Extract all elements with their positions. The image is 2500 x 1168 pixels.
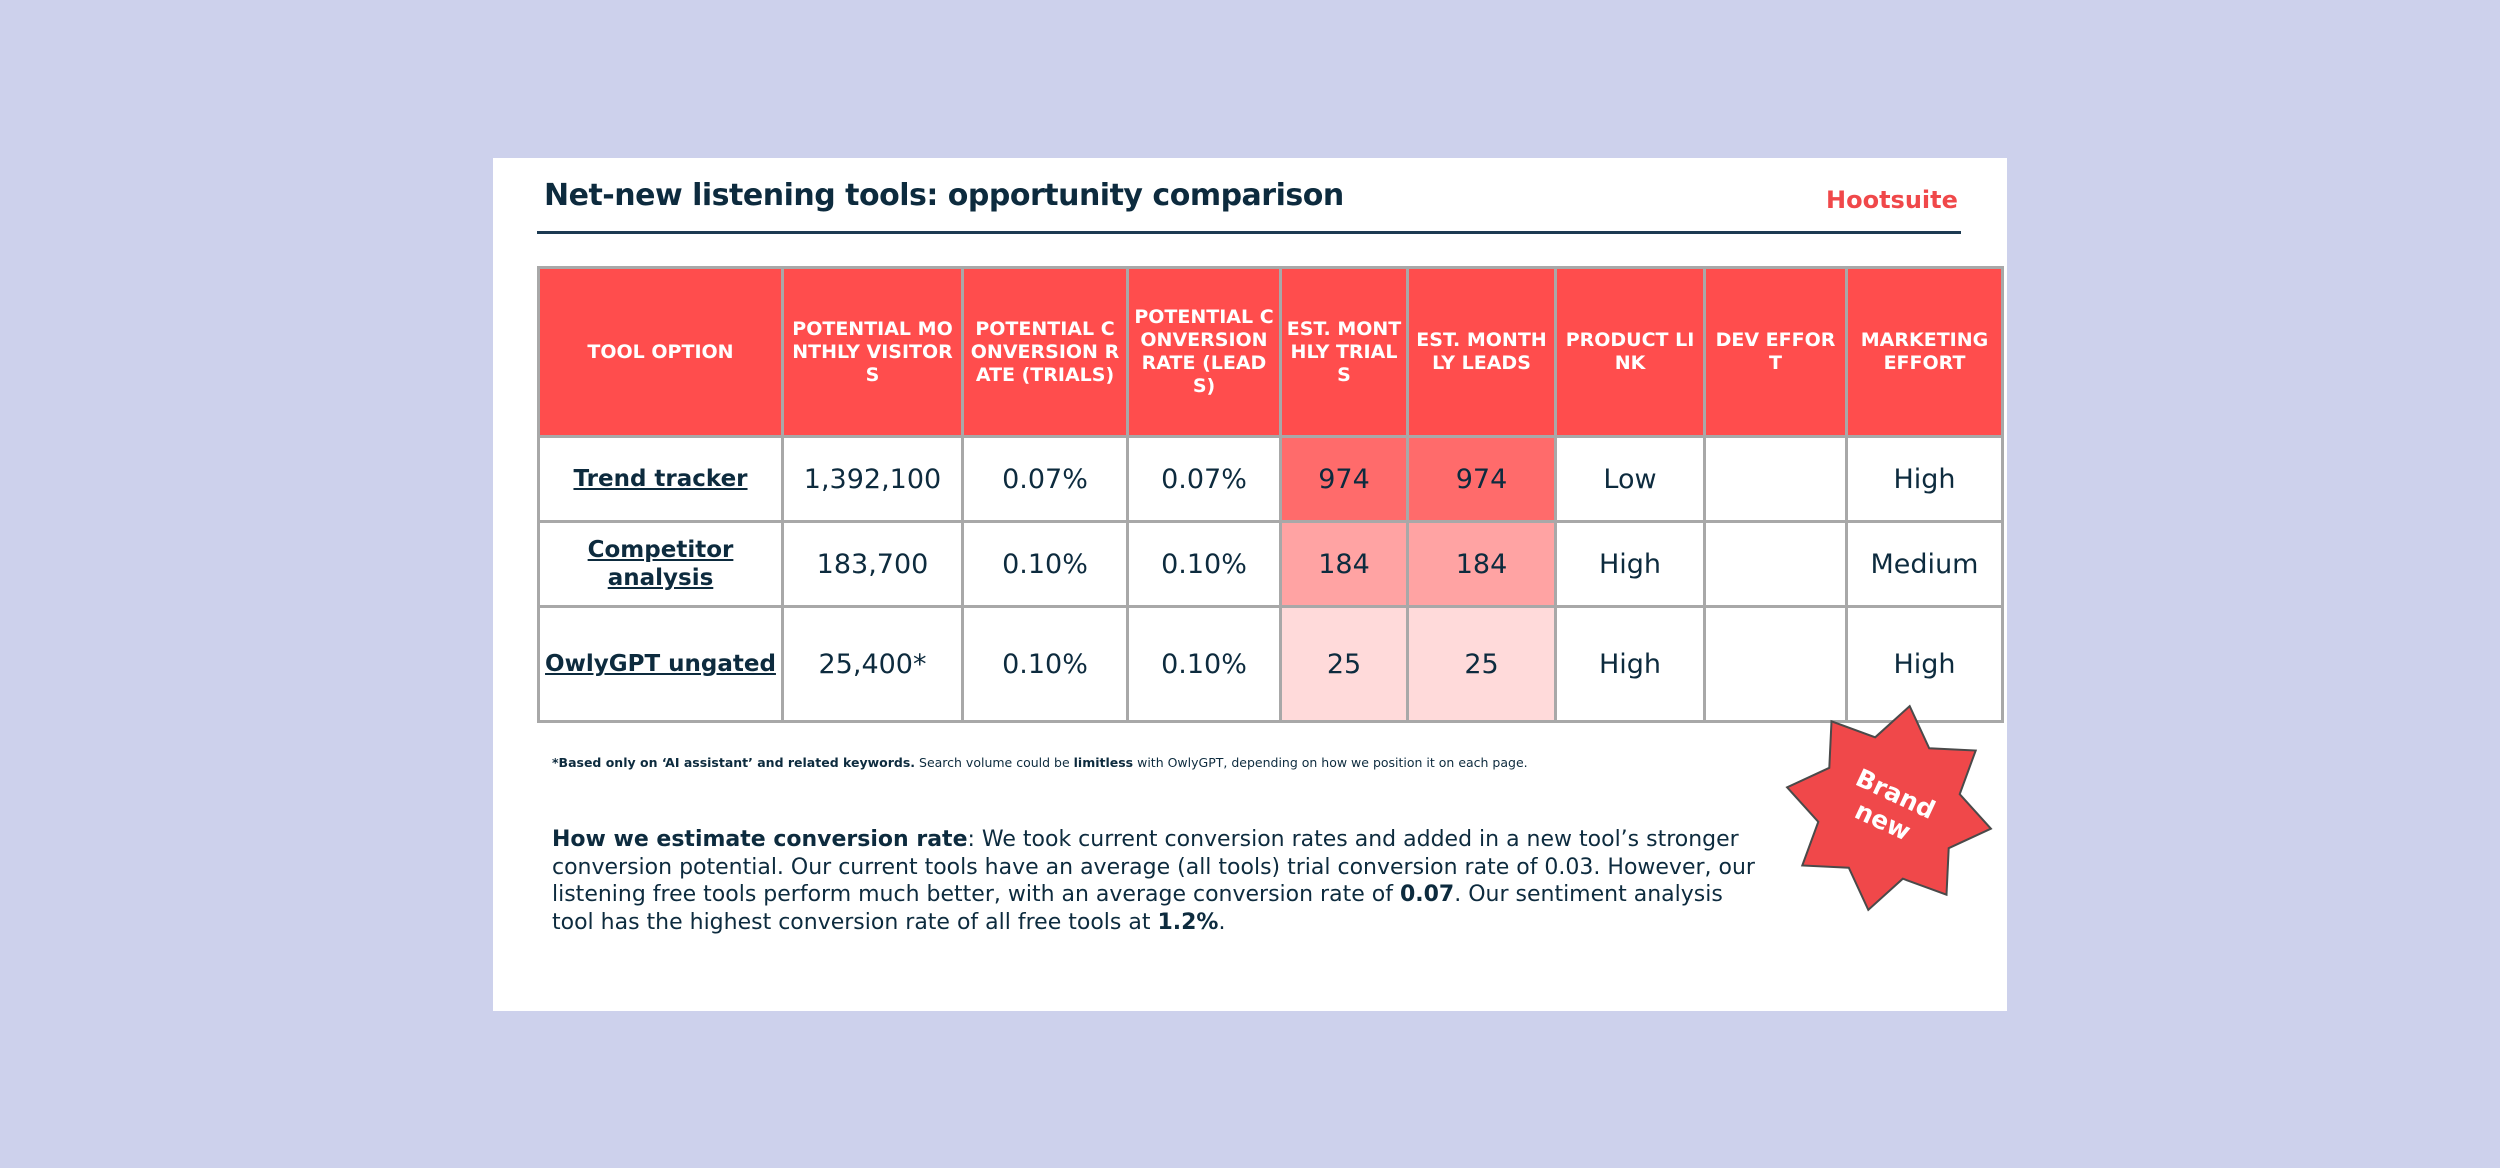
row: Competitor analysis 183,700 0.10% 0.10% 184 1… [537, 520, 2004, 608]
tool-link[interactable]: Competitor analysis [537, 520, 784, 608]
text-segment: Search volume could be [915, 755, 1074, 770]
text-segment: 0.07 [1399, 882, 1455, 907]
row: Trend tracker 1,392,100 0.07% 0.07% 974 974 Lo… [537, 435, 2004, 523]
text-segment: with OwlyGPT, depending on how we positi… [1133, 755, 1528, 770]
tool-link[interactable]: OwlyGPT ungated [537, 605, 784, 723]
cell: 25 [1406, 605, 1557, 723]
column-header: POTENTIAL CONVERSION RATE (TRIALS) [961, 266, 1129, 438]
comparison-table: TOOL OPTION POTENTIAL MONTHLY VISITORS POT… [537, 266, 2004, 723]
column-header: TOOL OPTION [537, 266, 784, 438]
cell: 0.10% [1126, 605, 1282, 723]
column-header: POTENTIAL CONVERSION RATE (LEADS) [1126, 266, 1282, 438]
cell: High [1554, 605, 1706, 723]
cell [1703, 435, 1848, 523]
column-header: PRODUCT LINK [1554, 266, 1706, 438]
cell: 974 [1406, 435, 1557, 523]
cell: 1,392,100 [781, 435, 964, 523]
cell: High [1845, 605, 2004, 723]
cell: High [1845, 435, 2004, 523]
cell [1703, 520, 1848, 608]
text-segment: 1.2% [1157, 909, 1219, 935]
text-segment: How we estimate conversion rate [552, 827, 968, 852]
cell: 0.07% [1126, 435, 1282, 523]
starburst [1785, 704, 1993, 912]
cell: 0.10% [1126, 520, 1282, 608]
column-header: MARKETING EFFORT [1845, 266, 2004, 438]
cell: 184 [1406, 520, 1557, 608]
title: Net-new listening tools: opportunity com… [544, 178, 1344, 213]
text-segment: . Our sentiment analysis tool has the hi… [552, 882, 1723, 935]
slide: Net-new listening tools: opportunity com… [493, 158, 2007, 1011]
cell [1703, 605, 1848, 723]
cell: Low [1554, 435, 1706, 523]
cell: 184 [1279, 520, 1409, 608]
cell: 183,700 [781, 520, 964, 608]
text-segment: . [1218, 909, 1226, 935]
logo: Hootsuite [1826, 186, 1958, 214]
cell: 0.10% [961, 605, 1129, 723]
row: OwlyGPT ungated 25,400* 0.10% 0.10% 25 25 High… [537, 605, 2004, 723]
explanation: How we estimate conversion rate: We took… [552, 826, 1767, 936]
cell: 0.10% [961, 520, 1129, 608]
cell: Medium [1845, 520, 2004, 608]
column-header: DEV EFFORT [1703, 266, 1848, 438]
cell: 974 [1279, 435, 1409, 523]
divider [537, 231, 1961, 234]
text-segment: : We took current conversion rates and a… [552, 827, 1755, 907]
cell: High [1554, 520, 1706, 608]
text-segment: *Based only on ‘AI assistant’ and relate… [552, 755, 916, 770]
text-segment: limitless [1073, 755, 1134, 770]
badge: Brandnew [1785, 704, 1993, 912]
cell: 25 [1279, 605, 1409, 723]
column-header: POTENTIAL MONTHLY VISITORS [781, 266, 964, 438]
header-row: TOOL OPTION POTENTIAL MONTHLY VISITORS POT… [537, 266, 2004, 438]
cell: 25,400* [781, 605, 964, 723]
tool-link[interactable]: Trend tracker [537, 435, 784, 523]
footnote: *Based only on ‘AI assistant’ and relate… [552, 755, 1528, 770]
column-header: EST. MONTHLY TRIALS [1279, 266, 1409, 438]
cell: 0.07% [961, 435, 1129, 523]
column-header: EST. MONTHLY LEADS [1406, 266, 1557, 438]
